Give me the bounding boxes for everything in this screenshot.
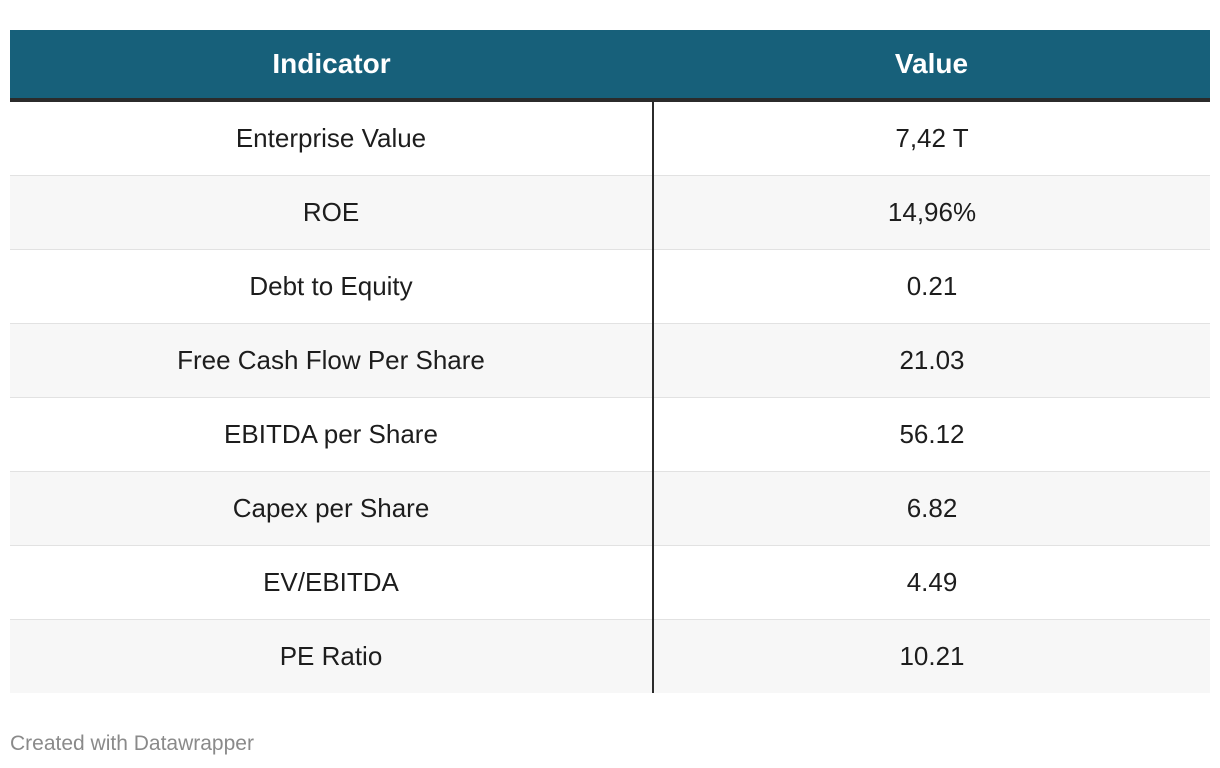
table-row: Enterprise Value 7,42 T [10,100,1210,176]
value-cell: 56.12 [653,397,1210,472]
indicator-table: Indicator Value Enterprise Value 7,42 T … [10,30,1210,693]
table-header: Indicator Value [10,30,1210,102]
indicator-cell: Free Cash Flow Per Share [10,323,654,398]
table-row: EBITDA per Share 56.12 [10,397,1210,472]
datawrapper-credit: Created with Datawrapper [10,732,254,755]
value-cell: 0.21 [653,249,1210,324]
indicator-cell: PE Ratio [10,619,654,693]
indicator-cell: Capex per Share [10,471,654,546]
indicator-cell: ROE [10,175,654,250]
indicator-cell: EV/EBITDA [10,545,654,620]
table-row: PE Ratio 10.21 [10,619,1210,693]
table-row: Debt to Equity 0.21 [10,249,1210,324]
column-header-indicator: Indicator [10,30,653,102]
value-cell: 7,42 T [653,100,1210,176]
indicator-cell: Enterprise Value [10,100,654,176]
header-row: Indicator Value [10,30,1210,102]
table-row: Capex per Share 6.82 [10,471,1210,546]
value-cell: 6.82 [653,471,1210,546]
table-row: ROE 14,96% [10,175,1210,250]
indicator-cell: Debt to Equity [10,249,654,324]
table-row: EV/EBITDA 4.49 [10,545,1210,620]
column-header-value: Value [653,30,1210,102]
table-row: Free Cash Flow Per Share 21.03 [10,323,1210,398]
value-cell: 14,96% [653,175,1210,250]
value-cell: 10.21 [653,619,1210,693]
table-body: Enterprise Value 7,42 T ROE 14,96% Debt … [10,100,1210,693]
data-table-container: Indicator Value Enterprise Value 7,42 T … [10,30,1210,693]
indicator-cell: EBITDA per Share [10,397,654,472]
value-cell: 4.49 [653,545,1210,620]
value-cell: 21.03 [653,323,1210,398]
